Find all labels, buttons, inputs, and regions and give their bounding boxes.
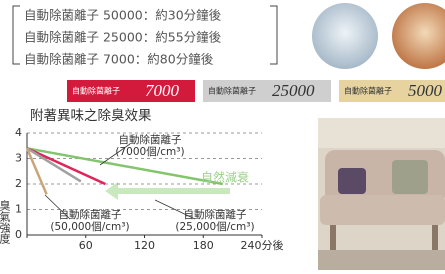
y-axis-label: 臭氣強度 [0, 199, 11, 245]
series-label: 自動除菌離子 [119, 133, 182, 146]
badge-label: 自動除菌離子 [208, 86, 256, 96]
x-tick-label: 120 [134, 239, 155, 252]
badge-label: 自動除菌離子 [344, 86, 392, 96]
header-line: 自動除菌離子 50000：約30分鐘後 [24, 8, 222, 23]
x-tick-label: 60 [79, 239, 93, 252]
x-tick-label: 240分後 [241, 238, 284, 252]
photo [392, 3, 445, 69]
bracket [13, 6, 20, 64]
series-concentration: (25,000個/cm³) [175, 220, 254, 233]
decay-arrow [105, 182, 230, 200]
bracket [270, 6, 277, 64]
chart-title: 附著異味之除臭效果 [30, 108, 152, 124]
series-label: 自動除菌離子 [184, 208, 247, 221]
header-line: 自動除菌離子 7000：約80分鐘後 [24, 52, 214, 67]
series-label: 自動除菌離子 [59, 208, 122, 221]
series-concentration: (7000個/cm³) [115, 145, 184, 158]
y-tick-label: 4 [15, 126, 22, 139]
badge-number: 7000 [145, 81, 180, 100]
header-line: 自動除菌離子 25000：約55分鐘後 [24, 30, 222, 45]
y-tick-label: 2 [15, 177, 22, 190]
y-tick-label: 1 [15, 203, 22, 216]
badge-number: 25000 [272, 81, 315, 100]
series-label: 自然減衰 [201, 170, 249, 185]
x-tick-label: 180 [193, 239, 214, 252]
badge-label: 自動除菌離子 [72, 86, 120, 96]
y-tick-label: 0 [15, 228, 22, 241]
series-concentration: (50,000個/cm³) [50, 220, 129, 233]
y-tick-label: 3 [15, 152, 22, 165]
badge-number: 5000 [408, 81, 443, 100]
sofa-photo [318, 118, 445, 270]
photo [312, 3, 378, 69]
page: 自動除菌離子 50000：約30分鐘後 自動除菌離子 25000：約55分鐘後 … [0, 0, 445, 270]
